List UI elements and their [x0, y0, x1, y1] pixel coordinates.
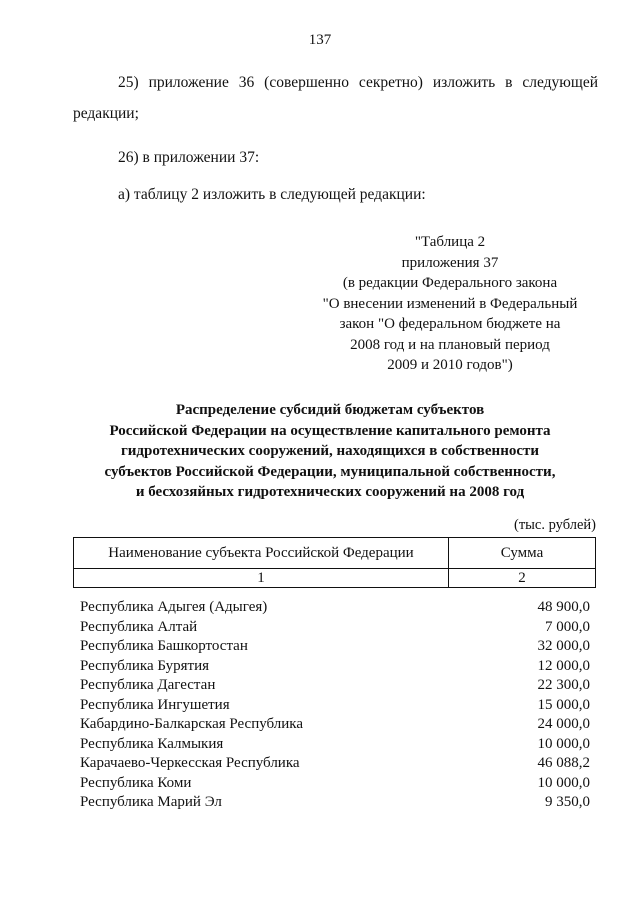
region-name: Карачаево-Черкесская Республика — [80, 755, 300, 771]
reference-line: приложения 37 — [401, 254, 499, 271]
title-line: гидротехнических сооружений, находящихся… — [120, 443, 540, 459]
region-name: Республика Адыгея (Адыгея) — [80, 599, 268, 615]
table-reference-note: "Таблица 2 приложения 37 (в редакции Федер… — [290, 232, 610, 376]
region-sum: 32 000,0 — [537, 638, 591, 654]
reference-line: 2008 год и на плановый период — [350, 336, 550, 353]
region-sum: 15 000,0 — [537, 696, 591, 713]
region-sum: 12 000,0 — [537, 657, 591, 674]
column-number-2: 2 — [448, 568, 596, 588]
reference-line: "О внесении изменений в Федеральный — [322, 295, 578, 312]
region-sum: 7 000,0 — [545, 618, 590, 635]
region-sum: 24 000,0 — [537, 716, 591, 732]
page-number: 137 — [308, 32, 332, 48]
table-row: Республика Бурятия 12 000,0 — [80, 657, 590, 677]
table-row: Республика Алтай 7 000,0 — [80, 618, 590, 638]
table-row: Республика Ингушетия 15 000,0 — [80, 696, 590, 716]
table-row: Республика Марий Эл 9 350,0 — [80, 793, 590, 813]
column-number-1: 1 — [73, 568, 449, 588]
region-name: Кабардино-Балкарская Республика — [80, 716, 304, 732]
table-row: Республика Дагестан 22 300,0 — [80, 676, 590, 696]
table-row: Республика Коми 10 000,0 — [80, 774, 590, 794]
region-sum: 48 900,0 — [537, 599, 591, 615]
title-line: и бесхозяйных гидротехнических сооружени… — [135, 484, 525, 500]
table-header: Наименование субъекта Российской Федерац… — [73, 537, 596, 588]
region-name: Республика Коми — [80, 774, 192, 791]
region-name: Республика Дагестан — [80, 677, 216, 693]
paragraph-26: 26) в приложении 37: — [118, 149, 260, 166]
paragraph-25-line1: 25) приложение 36 (совершенно секретно) … — [118, 74, 598, 91]
table-row: Карачаево-Черкесская Республика 46 088,2 — [80, 754, 590, 774]
units-label: (тыс. рублей) — [514, 517, 596, 533]
paragraph-25-line2: редакции; — [73, 105, 139, 122]
region-sum: 9 350,0 — [545, 794, 590, 810]
reference-line: "Таблица 2 — [414, 234, 486, 250]
title-line: Российской Федерации на осуществление ка… — [109, 422, 551, 439]
reference-line: (в редакции Федерального закона — [342, 275, 558, 291]
title-line: субъектов Российской Федерации, муниципа… — [104, 463, 556, 480]
table-row: Республика Адыгея (Адыгея) 48 900,0 — [80, 598, 590, 618]
document-title: Распределение субсидий бюджетам субъекто… — [60, 400, 600, 503]
table-row: Республика Калмыкия 10 000,0 — [80, 735, 590, 755]
header-name: Наименование субъекта Российской Федерац… — [73, 537, 449, 569]
reference-line: закон "О федеральном бюджете на — [339, 316, 561, 332]
reference-line: 2009 и 2010 годов") — [387, 357, 513, 373]
region-name: Республика Башкортостан — [80, 638, 248, 654]
region-name: Республика Марий Эл — [80, 794, 222, 810]
region-name: Республика Бурятия — [80, 657, 210, 674]
region-sum: 10 000,0 — [537, 735, 591, 752]
table-row: Республика Башкортостан 32 000,0 — [80, 637, 590, 657]
region-name: Республика Ингушетия — [80, 696, 230, 713]
table-body: Республика Адыгея (Адыгея) 48 900,0 Респуб… — [80, 598, 590, 813]
region-name: Республика Калмыкия — [80, 735, 224, 752]
table-row: Кабардино-Балкарская Республика 24 000,0 — [80, 715, 590, 735]
title-line: Распределение субсидий бюджетам субъекто… — [175, 402, 485, 418]
region-name: Республика Алтай — [80, 618, 198, 635]
region-sum: 46 088,2 — [537, 755, 591, 771]
paragraph-a: а) таблицу 2 изложить в следующей редакц… — [118, 186, 426, 203]
region-sum: 10 000,0 — [537, 774, 591, 791]
header-sum: Сумма — [448, 537, 596, 569]
region-sum: 22 300,0 — [537, 677, 591, 693]
